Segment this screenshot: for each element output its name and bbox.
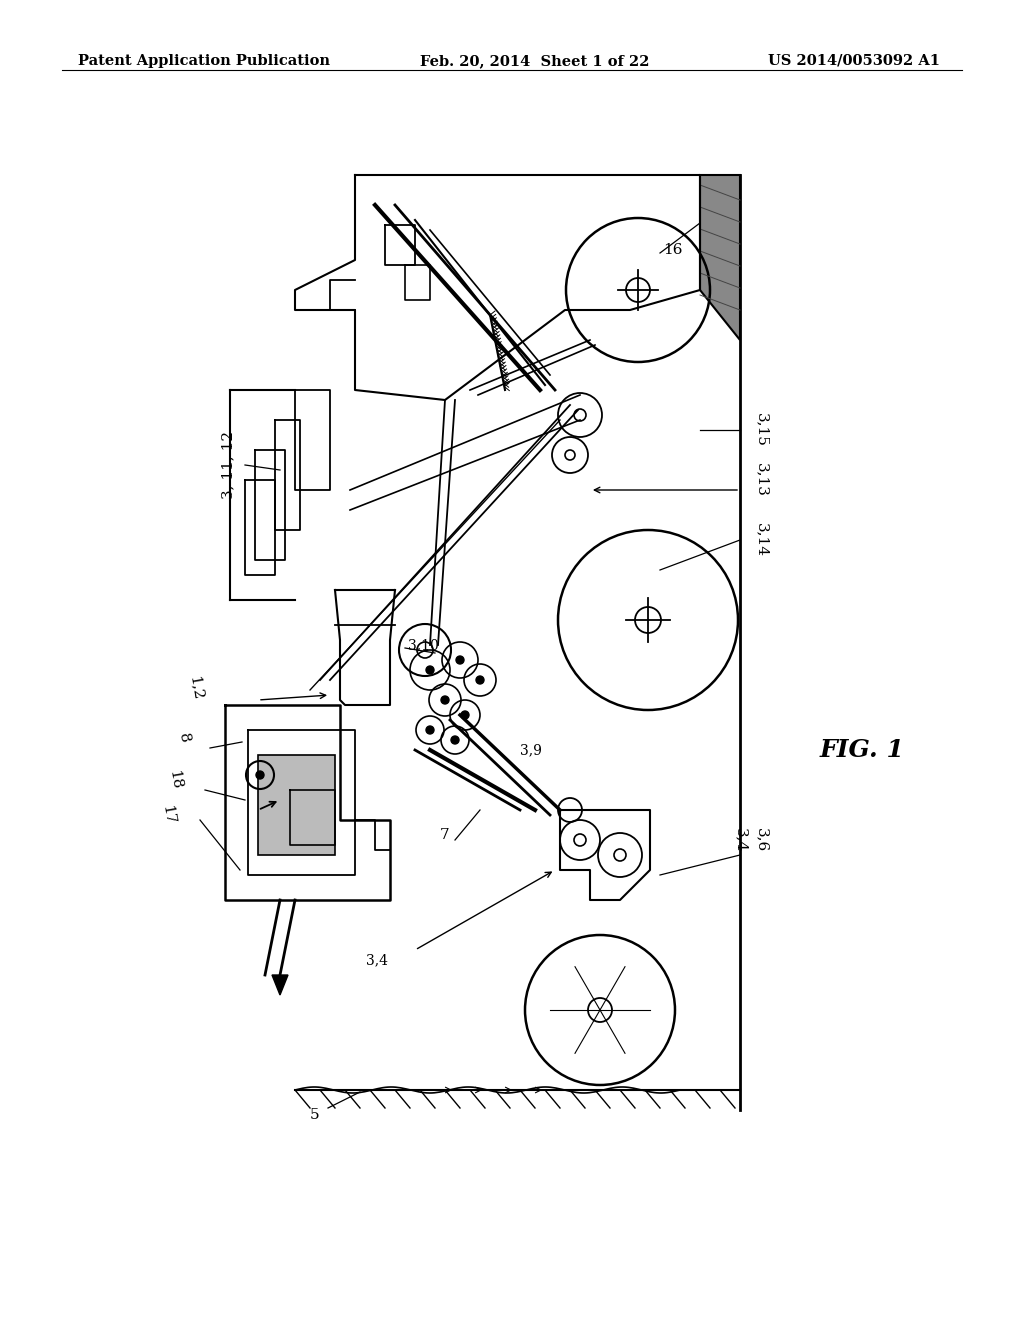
Circle shape xyxy=(426,667,434,675)
Text: 1,2: 1,2 xyxy=(187,675,205,701)
Circle shape xyxy=(441,696,449,704)
Text: Patent Application Publication: Patent Application Publication xyxy=(78,54,330,69)
Polygon shape xyxy=(272,975,288,995)
Text: 7: 7 xyxy=(440,828,450,842)
Text: 3,4: 3,4 xyxy=(366,953,388,968)
Circle shape xyxy=(256,771,264,779)
Text: Feb. 20, 2014  Sheet 1 of 22: Feb. 20, 2014 Sheet 1 of 22 xyxy=(420,54,649,69)
Text: 17: 17 xyxy=(160,804,176,826)
Polygon shape xyxy=(258,755,335,855)
Text: 3,14: 3,14 xyxy=(755,523,769,557)
Circle shape xyxy=(451,737,459,744)
Text: 18: 18 xyxy=(167,770,183,791)
Text: US 2014/0053092 A1: US 2014/0053092 A1 xyxy=(768,54,940,69)
Circle shape xyxy=(461,711,469,719)
Text: 3,10: 3,10 xyxy=(408,638,438,652)
Circle shape xyxy=(476,676,484,684)
Circle shape xyxy=(456,656,464,664)
Text: 3,6: 3,6 xyxy=(755,828,769,853)
Text: 5: 5 xyxy=(310,1107,319,1122)
Text: 3,15: 3,15 xyxy=(755,413,769,447)
Text: 8: 8 xyxy=(176,733,191,744)
Text: 3,13: 3,13 xyxy=(755,463,769,496)
Text: 3, 11, 12: 3, 11, 12 xyxy=(221,430,234,499)
Text: 3,9: 3,9 xyxy=(520,743,542,756)
Circle shape xyxy=(426,726,434,734)
Text: FIG. 1: FIG. 1 xyxy=(820,738,905,762)
Polygon shape xyxy=(700,176,740,341)
Text: 16: 16 xyxy=(663,243,683,257)
Text: 3,4: 3,4 xyxy=(734,828,748,853)
